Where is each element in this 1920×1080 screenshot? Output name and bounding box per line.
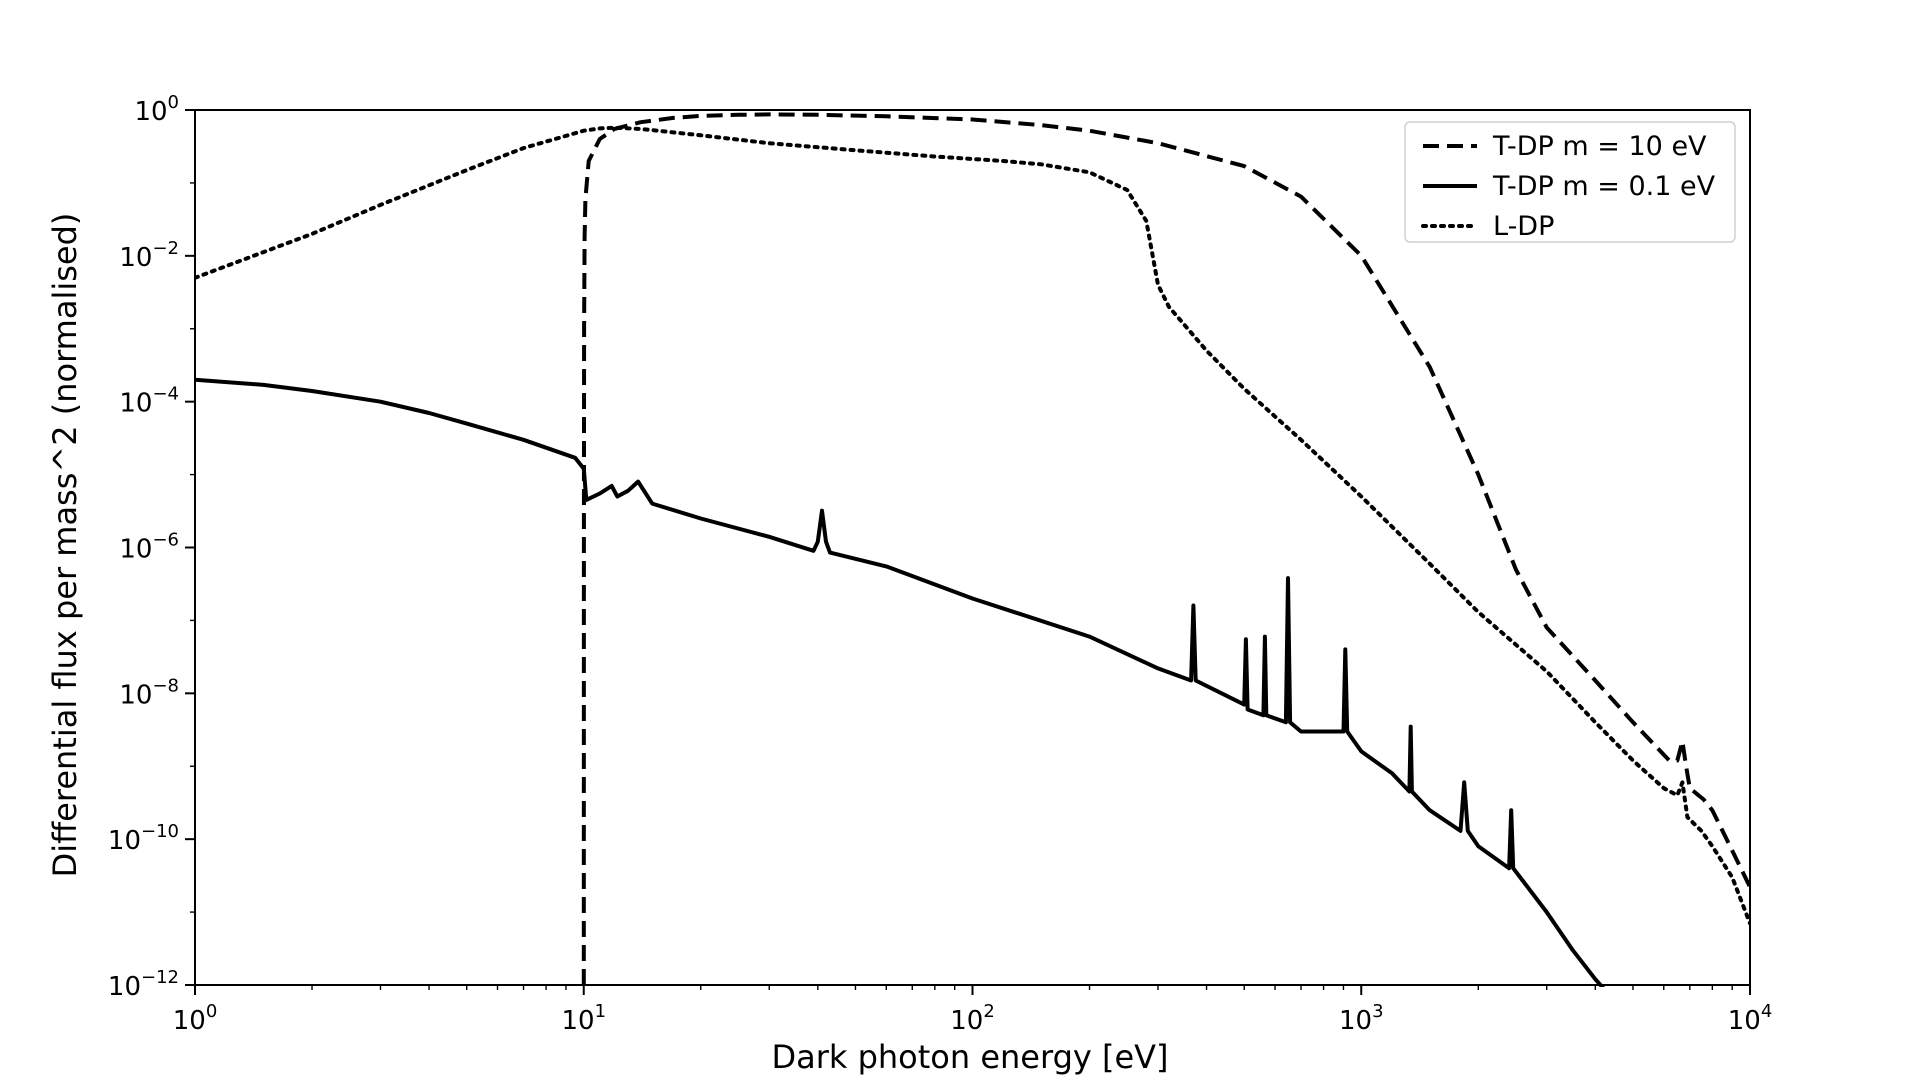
y-tick-label: 10−12: [108, 967, 179, 1002]
series-layer: [195, 112, 1750, 987]
plot-frame: [194, 109, 1751, 986]
y-tick-label: 10−8: [119, 675, 179, 710]
x-tick-label: 102: [950, 1001, 995, 1036]
y-tick-label: 10−10: [108, 821, 179, 856]
series-line-2: [195, 377, 1605, 987]
x-tick-label: 103: [1339, 1001, 1384, 1036]
x-tick-label: 101: [561, 1001, 606, 1036]
x-tick-label: 104: [1728, 1001, 1773, 1036]
y-tick-label: 100: [134, 92, 179, 127]
series-line-1: [581, 112, 1750, 986]
legend-label-3: L-DP: [1493, 211, 1554, 242]
legend-label-1: T-DP m = 10 eV: [1492, 131, 1707, 162]
series-line-3: [195, 125, 1750, 926]
y-tick-label: 10−6: [119, 530, 179, 565]
x-tick-label: 100: [173, 1001, 218, 1036]
y-axis-title: Differential flux per mass^2 (normalised…: [46, 213, 84, 878]
y-tick-label: 10−2: [119, 238, 179, 273]
plot-area: [195, 110, 1750, 985]
y-tick-label: 10−4: [119, 384, 179, 419]
series-clip-group: [195, 112, 1750, 987]
x-axis-title: Dark photon energy [eV]: [771, 1038, 1168, 1076]
plot-background: [195, 110, 1750, 985]
axis-ticks: 100 101 102 103 104 100 10−2 10−4 10−6 10−8 10−10 1…: [108, 92, 1772, 1036]
legend-label-2: T-DP m = 0.1 eV: [1492, 171, 1716, 202]
legend-box: [1404, 121, 1736, 243]
legend: T-DP m = 10 eV T-DP m = 0.1 eV L-DP: [1404, 121, 1736, 243]
axes-frame: [194, 109, 1751, 986]
